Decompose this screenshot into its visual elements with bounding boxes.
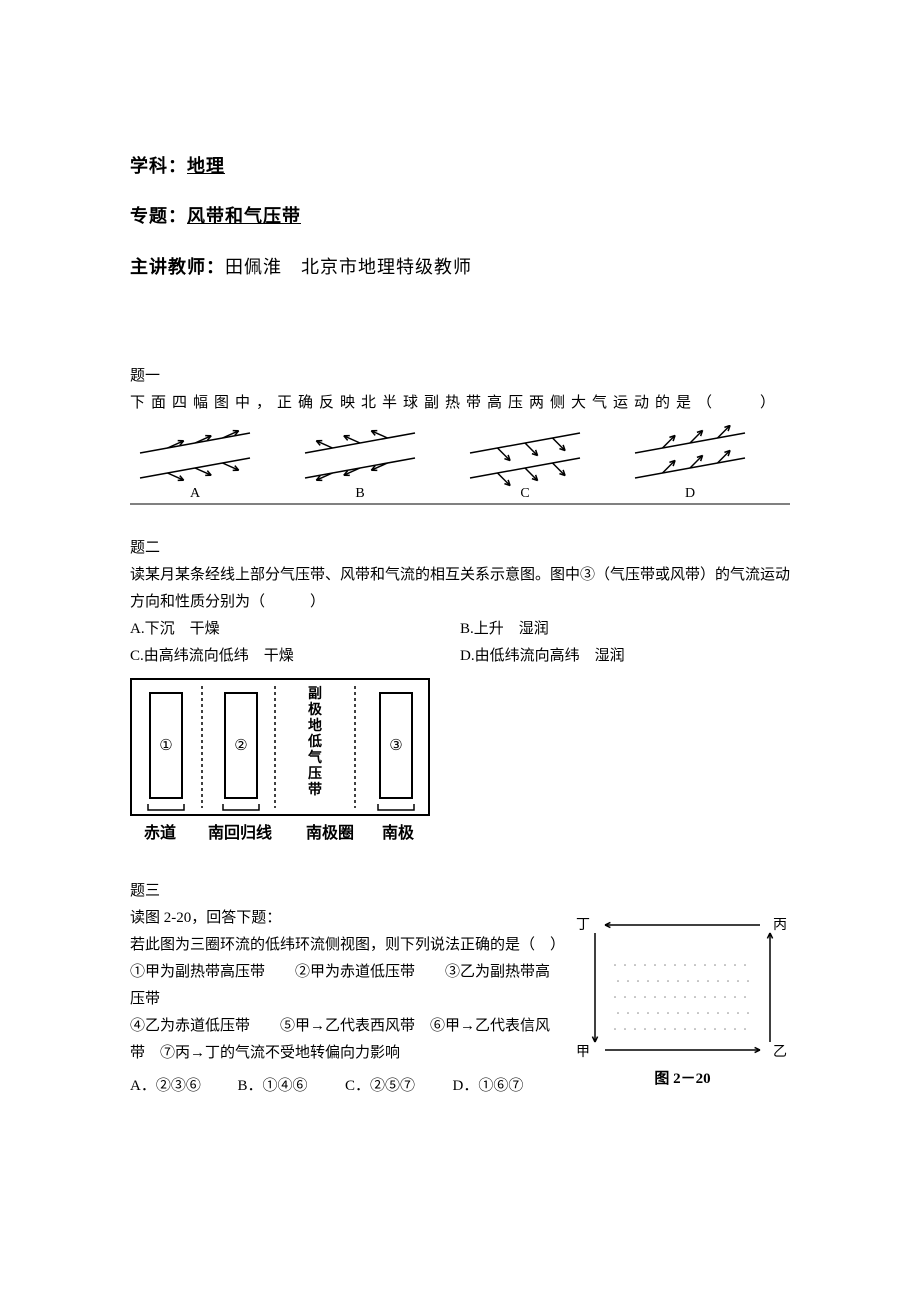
topic-label: 专题： bbox=[130, 206, 187, 226]
q3-title: 题三 bbox=[130, 878, 790, 905]
q3-stmt1: ①甲为副热带高压带 ②甲为赤道低压带 ③乙为副热带高压带 bbox=[130, 959, 560, 1013]
q3-figure: 丁 丙甲 乙图 2－20 bbox=[570, 905, 790, 1100]
q2-opt-b: B.上升 湿润 bbox=[460, 616, 790, 643]
subject-label: 学科： bbox=[130, 156, 187, 176]
svg-text:D: D bbox=[685, 486, 695, 501]
q1-stem: 下面四幅图中，正确反映北半球副热带高压两侧大气运动的是（ ） bbox=[130, 390, 790, 417]
question-3: 题三 读图 2-20，回答下题： 若此图为三圈环流的低纬环流侧视图，则下列说法正… bbox=[130, 878, 790, 1100]
svg-text:③: ③ bbox=[389, 738, 402, 754]
svg-text:南回归线: 南回归线 bbox=[208, 823, 272, 842]
q3-stmt2: ④乙为赤道低压带 ⑤甲→乙代表西风带 ⑥甲→乙代表信风带 ⑦丙→丁的气流不受地转… bbox=[130, 1013, 560, 1067]
subject-value: 地理 bbox=[187, 156, 225, 176]
q2-opt-c: C.由高纬流向低纬 干燥 bbox=[130, 643, 460, 670]
q3-line2: 若此图为三圈环流的低纬环流侧视图，则下列说法正确的是（ ） bbox=[130, 932, 560, 959]
q3-options: A．②③⑥ B．①④⑥ C．②⑤⑦ D．①⑥⑦ bbox=[130, 1073, 560, 1100]
q2-stem: 读某月某条经线上部分气压带、风带和气流的相互关系示意图。图中③（气压带或风带）的… bbox=[130, 562, 790, 616]
svg-text:A: A bbox=[190, 486, 201, 501]
q3-opt-a: A．②③⑥ bbox=[130, 1073, 238, 1100]
svg-text:丙: 丙 bbox=[773, 918, 787, 933]
svg-text:图 2－20: 图 2－20 bbox=[654, 1070, 710, 1087]
q3-opt-b: B．①④⑥ bbox=[238, 1073, 346, 1100]
svg-text:地: 地 bbox=[308, 717, 322, 734]
lecturer-line: 主讲教师：田佩淮 北京市地理特级教师 bbox=[130, 251, 790, 283]
q2-opt-a: A.下沉 干燥 bbox=[130, 616, 460, 643]
q2-opt-d: D.由低纬流向高纬 湿润 bbox=[460, 643, 790, 670]
q3-line1: 读图 2-20，回答下题： bbox=[130, 905, 560, 932]
svg-text:南极: 南极 bbox=[382, 823, 415, 842]
q2-figure: ① ② ③ 副极地低气压带赤道 南回归线 南极圈 南极 bbox=[130, 678, 790, 848]
svg-text:副: 副 bbox=[308, 686, 322, 702]
subject-line: 学科：地理 bbox=[130, 150, 790, 182]
svg-text:丁: 丁 bbox=[576, 918, 590, 933]
topic-value: 风带和气压带 bbox=[187, 206, 301, 226]
svg-text:赤道: 赤道 bbox=[144, 823, 176, 842]
svg-text:低: 低 bbox=[307, 733, 322, 750]
svg-text:极: 极 bbox=[308, 701, 323, 718]
q1-title: 题一 bbox=[130, 363, 790, 390]
svg-text:②: ② bbox=[234, 738, 247, 754]
lecturer-title: 北京市地理特级教师 bbox=[301, 257, 472, 277]
svg-text:B: B bbox=[355, 486, 364, 501]
q2-options: A.下沉 干燥 B.上升 湿润 C.由高纬流向低纬 干燥 D.由低纬流向高纬 湿… bbox=[130, 616, 790, 670]
doc-header: 学科：地理 专题：风带和气压带 主讲教师：田佩淮 北京市地理特级教师 bbox=[130, 150, 790, 283]
question-2: 题二 读某月某条经线上部分气压带、风带和气流的相互关系示意图。图中③（气压带或风… bbox=[130, 535, 790, 848]
svg-text:乙: 乙 bbox=[773, 1044, 787, 1060]
svg-text:气: 气 bbox=[307, 749, 322, 766]
svg-text:南极圈: 南极圈 bbox=[306, 823, 354, 842]
question-1: 题一 下面四幅图中，正确反映北半球副热带高压两侧大气运动的是（ ） A B C D bbox=[130, 363, 790, 505]
svg-text:压: 压 bbox=[308, 766, 322, 782]
q2-title: 题二 bbox=[130, 535, 790, 562]
svg-text:甲: 甲 bbox=[576, 1045, 590, 1060]
lecturer-name: 田佩淮 bbox=[225, 257, 282, 277]
svg-text:①: ① bbox=[159, 738, 172, 754]
svg-text:带: 带 bbox=[308, 782, 322, 798]
q3-opt-c: C．②⑤⑦ bbox=[345, 1073, 453, 1100]
q1-figure: A B C D bbox=[130, 425, 790, 505]
topic-line: 专题：风带和气压带 bbox=[130, 200, 790, 232]
lecturer-label: 主讲教师： bbox=[130, 257, 225, 277]
q3-opt-d: D．①⑥⑦ bbox=[453, 1073, 561, 1100]
svg-text:C: C bbox=[520, 486, 529, 501]
